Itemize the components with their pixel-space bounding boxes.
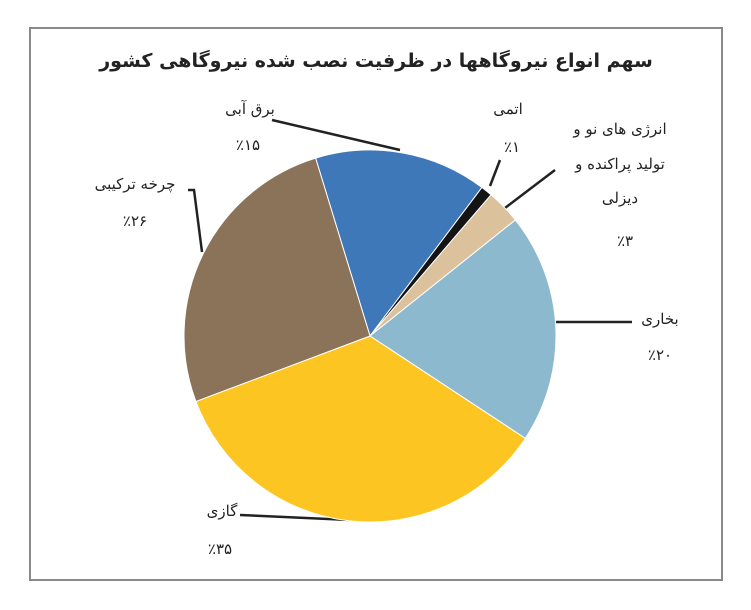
chart-title: سهم انواع نیروگاهها در ظرفیت نصب شده نیر… <box>99 50 653 72</box>
pie-slice <box>369 219 557 440</box>
value-label: ٪۲۰ <box>647 346 673 364</box>
pie-slice <box>183 157 371 403</box>
leader-line <box>504 169 556 209</box>
leader-line <box>188 188 204 253</box>
value-label: ٪۳۵ <box>207 540 233 558</box>
slice-label: بخاری <box>641 310 679 328</box>
value-label: ٪۱۵ <box>235 136 261 154</box>
value-label: ٪۱ <box>503 138 521 156</box>
value-label: ٪۲۶ <box>122 212 148 230</box>
leader-line <box>271 118 401 152</box>
leader-line <box>239 513 351 522</box>
pie-slice <box>195 335 526 523</box>
leader-lines <box>188 118 632 522</box>
frame <box>29 27 723 581</box>
leader-line <box>488 159 502 187</box>
slice-label: برق آبی <box>225 100 275 118</box>
slice-label: چرخه ترکیبی <box>94 175 176 193</box>
slice-label: انرژی های نو و تولید پراکنده و دیزلی <box>573 120 667 207</box>
slice-label: گازی <box>206 502 238 520</box>
slice-label: اتمی <box>493 100 523 118</box>
pie-slice <box>314 149 483 338</box>
value-label: ٪۳ <box>616 232 634 250</box>
